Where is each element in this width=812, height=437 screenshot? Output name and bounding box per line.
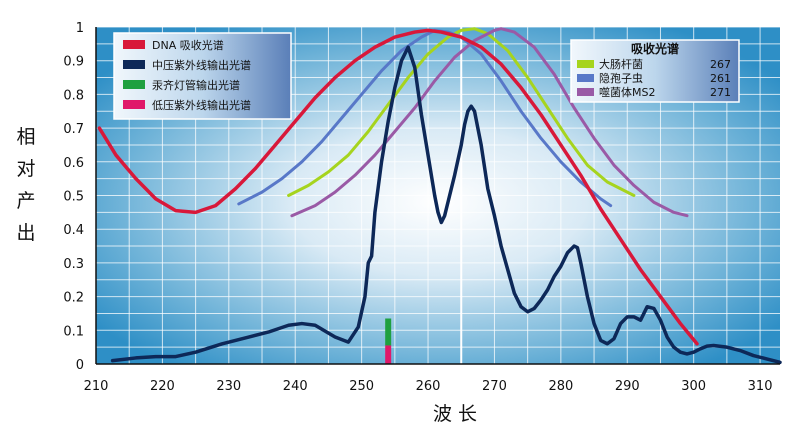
legend-label: 噬菌体MS2 (599, 85, 655, 99)
x-tick-label: 310 (748, 379, 773, 394)
x-tick-label: 210 (84, 379, 109, 394)
x-tick-label: 230 (216, 379, 241, 394)
y-tick-label: 0.6 (63, 156, 84, 171)
action-legend-title: 吸收光谱 (631, 41, 679, 56)
x-axis-title: 波 长 (433, 403, 477, 425)
legend-value: 271 (710, 86, 731, 99)
action-spectrum-line-0 (287, 27, 636, 197)
legend-label: 大肠杆菌 (599, 57, 643, 71)
y-tick-label: 0 (76, 358, 84, 373)
legend-label: 低压紫外线输出光谱 (152, 98, 251, 112)
x-tick-label: 280 (548, 379, 573, 394)
action-legend: 吸收光谱 大肠杆菌 267 隐孢子虫 261 噬菌体MS2 271 (570, 39, 740, 103)
x-tick-label: 220 (150, 379, 175, 394)
action-legend-box (570, 39, 740, 103)
spectrum-line-0 (97, 28, 699, 346)
legend-swatch (123, 40, 145, 49)
action-spectrum-line-2 (290, 27, 689, 218)
legend-label: 中压紫外线输出光谱 (152, 58, 251, 72)
legend-value: 267 (710, 58, 731, 71)
legend-swatch (577, 88, 594, 96)
y-axis-title: 相对产出 (16, 126, 35, 244)
y-tick-label: 0.8 (63, 88, 84, 103)
legend-label: 汞齐灯管输出光谱 (152, 78, 240, 92)
x-tick-label: 260 (416, 379, 441, 394)
x-tick-label: 250 (349, 379, 374, 394)
legend-swatch (123, 100, 145, 109)
legend-value: 261 (710, 72, 731, 85)
y-tick-label: 1 (76, 21, 84, 36)
y-tick-label: 0.9 (63, 55, 84, 70)
x-tick-label: 290 (615, 379, 640, 394)
y-tick-labels: 0 0.1 0.2 0.3 0.4 0.5 0.6 0.7 0.8 0.9 1 (63, 21, 84, 373)
y-tick-label: 0.7 (63, 122, 84, 137)
legend-swatch (123, 80, 145, 89)
x-tick-label: 240 (283, 379, 308, 394)
y-tick-label: 0.2 (63, 291, 84, 306)
legend-swatch (123, 60, 145, 69)
y-tick-label: 0.3 (63, 257, 84, 272)
x-tick-label: 300 (681, 379, 706, 394)
series-layer (97, 27, 782, 365)
y-tick-label: 0.1 (63, 324, 84, 339)
x-tick-label: 270 (482, 379, 507, 394)
legend-swatch (577, 74, 594, 82)
legend-label: 隐孢子虫 (599, 72, 643, 85)
y-tick-label: 0.5 (63, 190, 84, 205)
legend-swatch (577, 60, 594, 68)
spectrum-line-1 (110, 45, 782, 365)
y-tick-label: 0.4 (63, 223, 84, 238)
legend-label: DNA 吸收光谱 (152, 38, 224, 52)
x-tick-labels: 210 220 230 240 250 260 270 280 290 300 310 (84, 379, 773, 394)
